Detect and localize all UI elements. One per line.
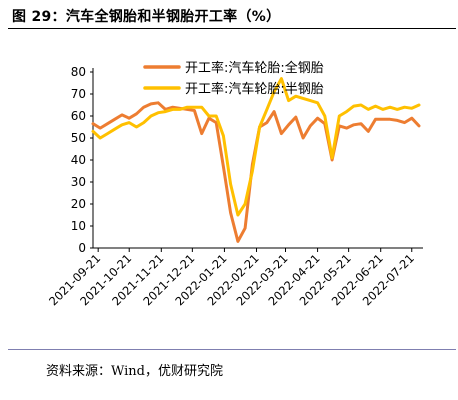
y-tick-label: 80 [71, 65, 86, 79]
legend-label-1: 开工率:汽车轮胎:全钢胎 [185, 60, 324, 76]
y-tick-label: 30 [71, 175, 86, 189]
y-tick-label: 60 [71, 109, 86, 123]
chart-plot-area [91, 77, 421, 243]
chart-axes: 010203040506070802021-09-212021-10-21202… [46, 65, 423, 308]
y-tick-label: 0 [78, 241, 86, 255]
y-tick-label: 50 [71, 131, 86, 145]
title-divider [8, 28, 456, 29]
y-tick-label: 10 [71, 219, 86, 233]
y-tick-label: 20 [71, 197, 86, 211]
y-tick-label: 40 [71, 153, 86, 167]
legend-label-2: 开工率:汽车轮胎:半钢胎 [185, 81, 324, 97]
y-tick-label: 70 [71, 87, 86, 101]
line-chart: 010203040506070802021-09-212021-10-21202… [46, 60, 423, 308]
figure-title: 图 29：汽车全钢胎和半钢胎开工率（%） [12, 9, 281, 25]
source-note: 资料来源：Wind，优财研究院 [46, 364, 223, 379]
series-line-2 [91, 77, 421, 217]
footer-divider [8, 349, 456, 350]
